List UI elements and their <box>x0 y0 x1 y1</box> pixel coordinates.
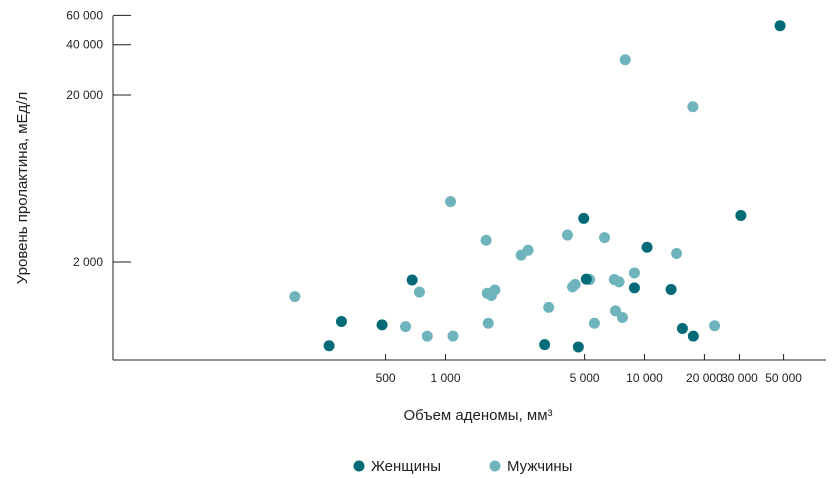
data-point <box>580 273 592 285</box>
y-ticks: 2 000 20 000 40 000 60 000 <box>66 8 131 269</box>
legend: Женщины Мужчины <box>353 458 572 475</box>
x-tick-label: 20 000 <box>686 371 723 385</box>
y-tick-label: 60 000 <box>66 8 103 22</box>
x-tick-label: 10 000 <box>626 371 663 385</box>
data-points <box>289 20 786 353</box>
axes <box>112 16 826 361</box>
legend-marker <box>353 460 365 472</box>
data-point <box>599 232 611 244</box>
data-point <box>774 20 786 32</box>
x-tick-label: 5 000 <box>570 371 600 385</box>
data-point <box>687 101 699 113</box>
data-point <box>421 330 433 342</box>
data-point <box>572 341 584 353</box>
data-point <box>665 283 677 295</box>
data-point <box>323 340 335 352</box>
x-axis-title: Объем аденомы, мм³ <box>403 407 552 424</box>
data-point <box>619 54 631 66</box>
x-tick-label: 500 <box>376 371 396 385</box>
data-point <box>543 301 555 313</box>
data-point <box>578 212 590 224</box>
data-point <box>613 276 625 288</box>
data-point <box>687 330 699 342</box>
data-point <box>628 267 640 279</box>
data-point <box>735 209 747 221</box>
legend-label: Женщины <box>371 458 441 475</box>
data-point <box>588 317 600 329</box>
data-point <box>482 317 494 329</box>
data-point <box>641 241 653 253</box>
data-point <box>610 305 622 317</box>
data-point <box>289 291 301 303</box>
y-tick-label: 20 000 <box>66 88 103 102</box>
data-point <box>445 196 457 208</box>
data-point <box>628 282 640 294</box>
y-tick-label: 40 000 <box>66 38 103 52</box>
legend-marker <box>489 460 501 472</box>
data-point <box>413 286 425 298</box>
legend-label: Мужчины <box>507 458 572 475</box>
data-point <box>676 322 688 334</box>
data-point <box>335 316 347 328</box>
x-tick-label: 50 000 <box>765 371 802 385</box>
data-point <box>709 320 721 332</box>
data-point <box>539 339 551 351</box>
data-point <box>616 312 628 324</box>
data-point <box>480 234 492 246</box>
x-tick-label: 1 000 <box>430 371 460 385</box>
data-point <box>671 247 683 259</box>
y-axis-title: Уровень пролактина, мЕд/л <box>14 92 31 284</box>
data-point <box>561 229 573 241</box>
data-point <box>447 330 459 342</box>
data-point <box>522 244 534 256</box>
data-point <box>489 284 501 296</box>
data-point <box>569 278 581 290</box>
data-point <box>406 274 418 286</box>
data-point <box>376 319 388 331</box>
data-point <box>400 321 412 333</box>
y-tick-label: 2 000 <box>73 255 103 269</box>
x-tick-label: 30 000 <box>721 371 758 385</box>
